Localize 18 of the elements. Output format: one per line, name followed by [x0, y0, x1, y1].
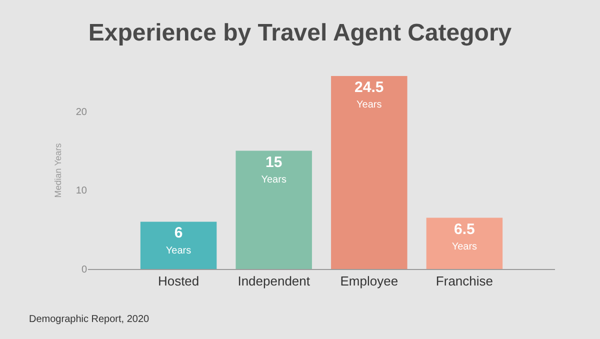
x-tick-label: Hosted	[158, 274, 200, 289]
y-axis-title: Median Years	[53, 142, 64, 198]
x-tick-label: Independent	[238, 274, 310, 289]
text: Demographic Report, 2020	[29, 314, 150, 325]
x-tick-label: Franchise	[436, 274, 493, 289]
bar	[236, 150, 312, 269]
data-label: 6 Years	[166, 224, 192, 256]
x-tick-label: Employee	[340, 274, 398, 289]
bar	[331, 76, 408, 269]
y-tick-label: 0	[81, 264, 88, 276]
bar	[426, 218, 503, 269]
data-label: 6.5 Years	[452, 220, 478, 252]
data-label: 24.5 Years	[354, 78, 384, 111]
chart-title: Experience by Travel Agent Category	[88, 20, 512, 47]
data-label: 15 Years	[261, 154, 286, 186]
bar	[140, 222, 217, 269]
y-tick-label: 20	[76, 106, 88, 118]
y-tick-label: 10	[76, 186, 88, 197]
